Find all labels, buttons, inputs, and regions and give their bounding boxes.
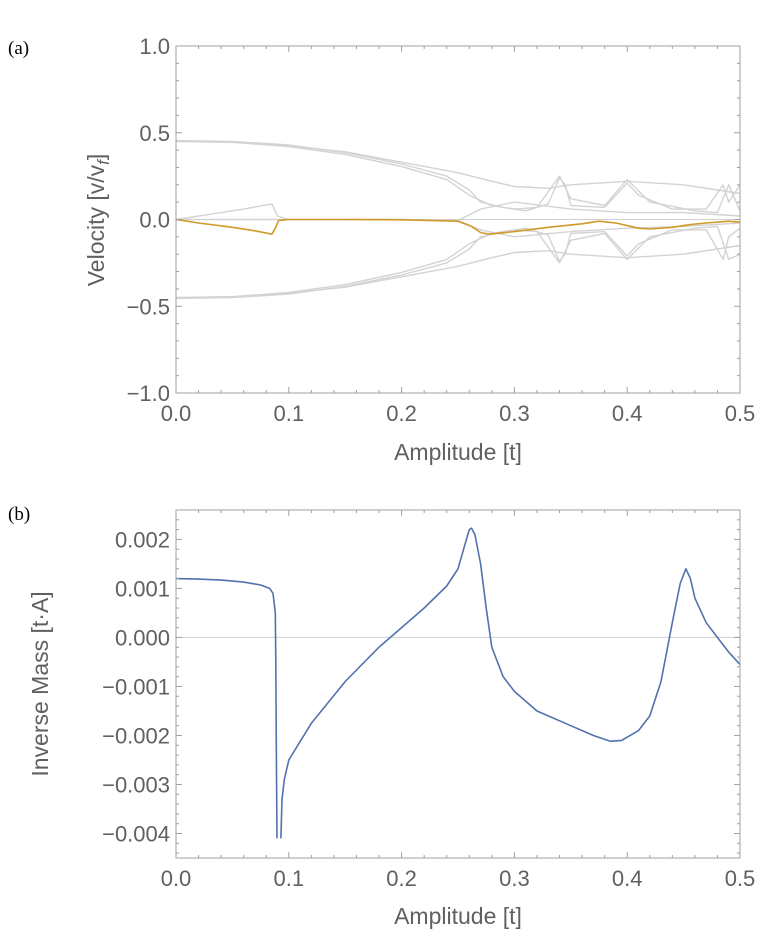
y-tick-label: 0.000 (115, 625, 170, 650)
x-tick-label: 0.2 (386, 866, 417, 891)
panel-b-frame (175, 509, 741, 859)
y-tick-label: 0.5 (139, 121, 170, 146)
panel-b-y-axis-title: Inverse Mass [t·A] (27, 591, 53, 776)
y-tick-label: −0.003 (102, 772, 170, 797)
panel-a-y-axis-title: Velocity [v/vf] (83, 154, 113, 287)
series-band-lower-3 (175, 225, 741, 299)
x-tick-label: 0.5 (725, 401, 756, 426)
y-tick-label: 0.0 (139, 208, 170, 233)
panel-b-x-axis-title: Amplitude [t] (394, 903, 522, 929)
x-tick-label: 0.4 (612, 401, 643, 426)
panel-b-inverse-mass-chart: (b) 0.0 0.1 0.2 0.3 0.4 0.5 0.002 0.001 0.000 −0.… (8, 504, 755, 929)
series-inverse-mass (175, 577, 278, 839)
y-tick-label: 0.001 (115, 576, 170, 601)
y-tick-label: −0.5 (127, 294, 170, 319)
y-tick-label: −0.004 (102, 821, 170, 846)
panel-a-label: (a) (8, 38, 29, 59)
panel-a-x-axis-title: Amplitude [t] (394, 439, 522, 465)
series-band-upper-3 (175, 140, 741, 214)
x-tick-label: 0.2 (386, 401, 417, 426)
y-tick-label: −0.001 (102, 674, 170, 699)
x-tick-label: 0.5 (725, 866, 756, 891)
series-band-upper-1 (175, 140, 741, 195)
y-tick-label: 1.0 (139, 34, 170, 59)
y-tick-label: 0.002 (115, 527, 170, 552)
panel-a-velocity-chart: (a) 0.0 0.1 0.2 0.3 0.4 0.51.00.50.0−0.5−1.0 … (8, 34, 755, 465)
panel-b-label: (b) (8, 504, 30, 525)
series-band-upper-2 (175, 139, 741, 212)
x-tick-label: 0.4 (612, 866, 643, 891)
x-tick-label: 0.3 (499, 866, 530, 891)
series-band-lower-1 (175, 244, 741, 299)
x-tick-label: 0.0 (161, 401, 192, 426)
series-band-lower-2 (175, 227, 741, 300)
series-highlighted-band (175, 218, 741, 235)
x-tick-label: 0.3 (499, 401, 530, 426)
x-tick-label: 0.1 (274, 866, 305, 891)
x-tick-label: 0.1 (274, 401, 305, 426)
y-tick-label: −1.0 (127, 381, 170, 406)
x-tick-label: 0.0 (161, 866, 192, 891)
series-inverse-mass-2 (280, 527, 741, 839)
y-tick-label: −0.002 (102, 723, 170, 748)
series-band-zero-up (175, 201, 741, 222)
